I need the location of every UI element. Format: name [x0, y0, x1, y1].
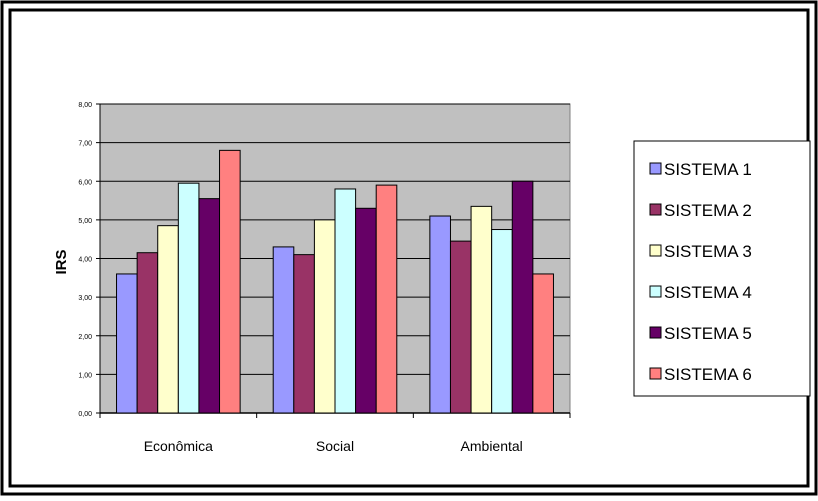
legend-swatch [649, 203, 662, 216]
y-tick-label: 7,00 [78, 141, 92, 148]
bar-sistema-2-social [293, 254, 315, 414]
bar-sistema-5-social [355, 207, 377, 414]
y-tick-label: 2,00 [78, 334, 92, 341]
bar-sistema-3-social [313, 219, 336, 414]
legend-label: SISTEMA 1 [664, 160, 752, 179]
y-tick-label: 5,00 [78, 218, 92, 225]
legend-swatch [649, 367, 662, 380]
bar-sistema-5-economica [198, 198, 221, 414]
bar-sistema-1-social [272, 246, 295, 414]
legend: SISTEMA 1 SISTEMA 2 SISTEMA 3 SISTEMA 4 SIST… [633, 140, 811, 397]
bar-sistema-5-ambiental [511, 180, 534, 414]
y-tick-label: 1,00 [78, 372, 92, 379]
bar-sistema-1-ambiental [429, 215, 451, 414]
y-tick-label: 6,00 [78, 179, 92, 186]
bar-sistema-6-social [375, 184, 398, 414]
bar-sistema-3-ambiental [470, 205, 493, 414]
bar-sistema-4-social [334, 188, 357, 414]
legend-swatch [649, 326, 662, 339]
legend-swatch [649, 162, 662, 175]
bar-sistema-4-ambiental [491, 229, 513, 414]
legend-label: SISTEMA 6 [664, 365, 752, 384]
y-tick-label: 3,00 [78, 295, 92, 302]
bar-sistema-3-economica [157, 225, 179, 414]
legend-label: SISTEMA 4 [664, 283, 752, 302]
tick-labels: 0,00 1,00 2,00 3,00 4,00 5,00 6,00 7,00 8,00 Econ… [78, 102, 522, 454]
bar-sistema-6-economica [219, 149, 241, 414]
legend-label: SISTEMA 2 [664, 201, 752, 220]
bar-sistema-1-economica [116, 273, 138, 414]
y-tick-label: 8,00 [78, 102, 92, 109]
legend-label: SISTEMA 3 [664, 242, 752, 261]
x-tick-label: Ambiental [461, 438, 523, 454]
y-tick-label: 4,00 [78, 257, 92, 264]
bar-sistema-2-ambiental [449, 240, 472, 414]
legend-swatch [649, 244, 662, 257]
y-tick-label: 0,00 [78, 411, 92, 418]
y-axis-label: IRS [53, 249, 70, 274]
x-tick-label: Econômica [144, 438, 213, 454]
legend-box [633, 140, 811, 397]
legend-label: SISTEMA 5 [664, 324, 752, 343]
bar-sistema-6-ambiental [532, 273, 554, 414]
x-tick-label: Social [316, 438, 354, 454]
bar-sistema-4-economica [177, 182, 200, 414]
bars [116, 149, 554, 414]
legend-swatch [649, 285, 662, 298]
bar-sistema-2-economica [136, 252, 159, 414]
